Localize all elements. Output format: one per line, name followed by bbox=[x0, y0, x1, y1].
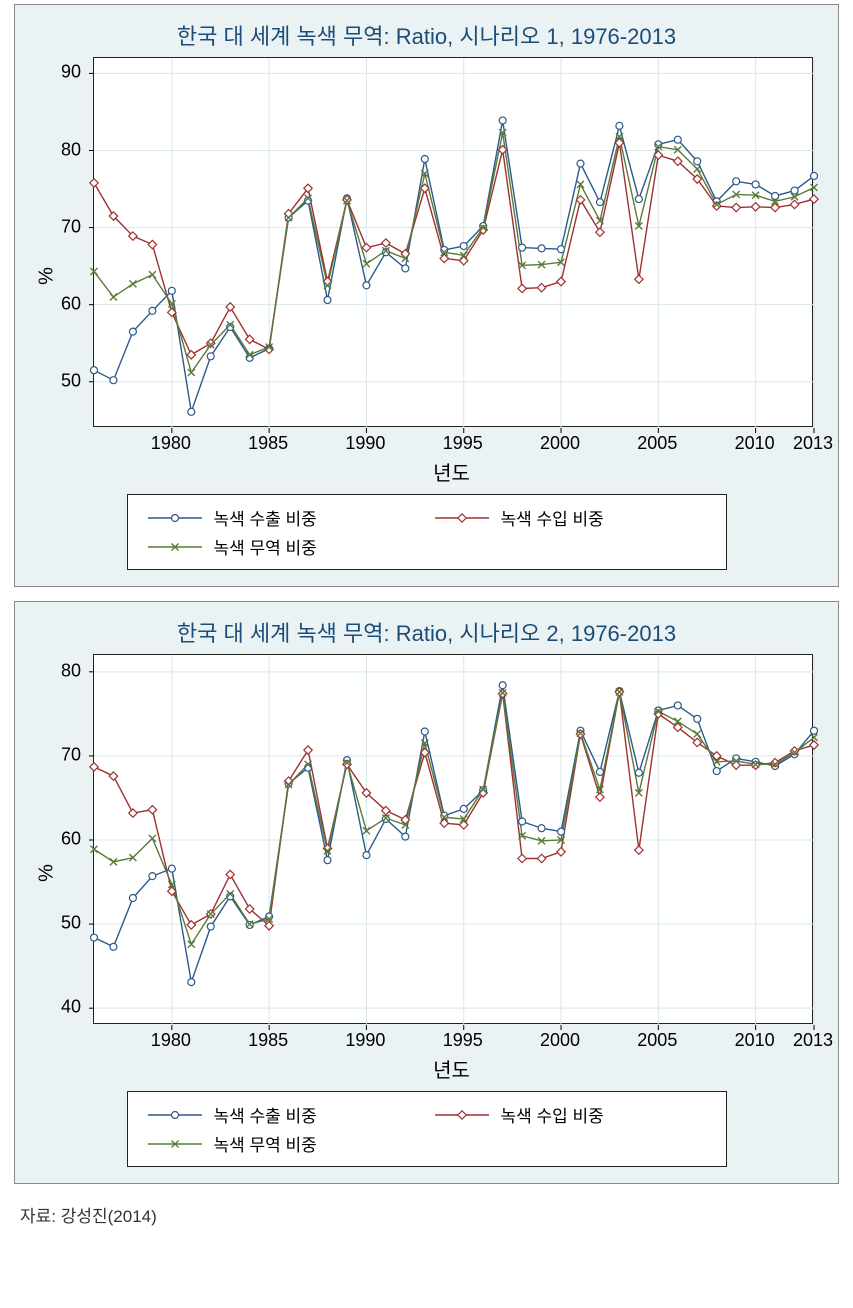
plot-area bbox=[93, 57, 813, 427]
x-axis-label: 년도 bbox=[65, 457, 838, 494]
chart-title: 한국 대 세계 녹색 무역: Ratio, 시나리오 1, 1976-2013 bbox=[15, 5, 838, 57]
x-ticks: 19801985199019952000200520102013 bbox=[93, 1028, 813, 1054]
y-ticks: 5060708090 bbox=[15, 57, 93, 494]
legend: 녹색 수출 비중 녹색 수입 비중 녹색 무역 비중 bbox=[127, 1091, 727, 1167]
source-citation: 자료: 강성진(2014) bbox=[14, 1198, 839, 1227]
legend-swatch-icon bbox=[146, 509, 204, 527]
legend-label: 녹색 수출 비중 bbox=[214, 1102, 317, 1127]
chart-svg bbox=[94, 58, 814, 428]
x-axis-label: 년도 bbox=[65, 1054, 838, 1091]
chart-panel-0: 한국 대 세계 녹색 무역: Ratio, 시나리오 1, 1976-2013 … bbox=[14, 4, 839, 587]
legend-item-trade: 녹색 무역 비중 bbox=[140, 1129, 427, 1158]
legend-item-export: 녹색 수출 비중 bbox=[140, 1100, 427, 1129]
legend-label: 녹색 수출 비중 bbox=[214, 505, 317, 530]
legend-swatch-icon bbox=[146, 1135, 204, 1153]
x-ticks: 19801985199019952000200520102013 bbox=[93, 431, 813, 457]
legend-swatch-icon bbox=[146, 1106, 204, 1124]
legend-label: 녹색 수입 비중 bbox=[501, 1102, 604, 1127]
legend-label: 녹색 무역 비중 bbox=[214, 1131, 317, 1156]
chart-svg bbox=[94, 655, 814, 1025]
legend-swatch-icon bbox=[146, 538, 204, 556]
y-ticks: 4050607080 bbox=[15, 654, 93, 1091]
legend-item-import: 녹색 수입 비중 bbox=[427, 1100, 714, 1129]
legend: 녹색 수출 비중 녹색 수입 비중 녹색 무역 비중 bbox=[127, 494, 727, 570]
legend-item-trade: 녹색 무역 비중 bbox=[140, 532, 427, 561]
chart-title: 한국 대 세계 녹색 무역: Ratio, 시나리오 2, 1976-2013 bbox=[15, 602, 838, 654]
chart-panel-1: 한국 대 세계 녹색 무역: Ratio, 시나리오 2, 1976-2013 … bbox=[14, 601, 839, 1184]
legend-swatch-icon bbox=[433, 509, 491, 527]
legend-swatch-icon bbox=[433, 1106, 491, 1124]
legend-label: 녹색 수입 비중 bbox=[501, 505, 604, 530]
legend-item-import: 녹색 수입 비중 bbox=[427, 503, 714, 532]
page: 한국 대 세계 녹색 무역: Ratio, 시나리오 1, 1976-2013 … bbox=[0, 0, 853, 1237]
charts-container: 한국 대 세계 녹색 무역: Ratio, 시나리오 1, 1976-2013 … bbox=[14, 4, 839, 1184]
legend-label: 녹색 무역 비중 bbox=[214, 534, 317, 559]
plot-area bbox=[93, 654, 813, 1024]
legend-item-export: 녹색 수출 비중 bbox=[140, 503, 427, 532]
